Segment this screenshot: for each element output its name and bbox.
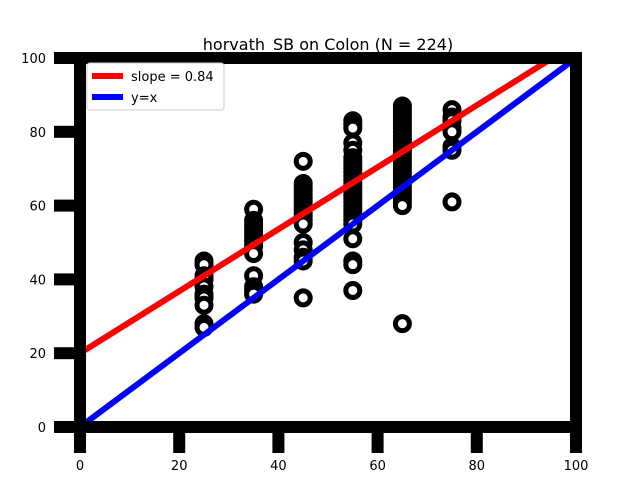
legend-label: y=x bbox=[131, 91, 158, 106]
line-identity bbox=[80, 58, 576, 427]
y-tick bbox=[54, 125, 74, 138]
scatter-point bbox=[442, 192, 462, 212]
y-tick-label: 0 bbox=[38, 421, 46, 436]
legend: slope = 0.84 y=x bbox=[86, 62, 225, 111]
y-tick-label: 60 bbox=[29, 200, 46, 215]
scatter-point bbox=[343, 229, 363, 249]
y-tick bbox=[54, 273, 74, 286]
scatter-point bbox=[392, 196, 412, 216]
right-spine bbox=[570, 52, 582, 433]
x-tick-label: 100 bbox=[564, 459, 589, 474]
x-tick bbox=[74, 433, 86, 453]
scatter-point bbox=[293, 151, 313, 171]
x-tick-label: 80 bbox=[469, 459, 486, 474]
scatter-point bbox=[343, 255, 363, 275]
legend-label: slope = 0.84 bbox=[131, 70, 214, 85]
scatter-point bbox=[343, 118, 363, 138]
left-spine bbox=[74, 52, 86, 433]
x-tick-label: 40 bbox=[270, 459, 287, 474]
x-tick bbox=[173, 433, 186, 453]
scatter-point bbox=[194, 295, 214, 315]
y-tick bbox=[54, 52, 74, 64]
y-tick-label: 40 bbox=[29, 273, 46, 288]
top-spine bbox=[54, 52, 582, 64]
y-tick-label: 100 bbox=[21, 52, 46, 67]
x-tick bbox=[371, 433, 384, 453]
bottom-spine bbox=[54, 421, 582, 433]
axes: 0 20 40 60 80 100 0 20 40 60 80 100 bbox=[21, 52, 588, 474]
x-tick-label: 0 bbox=[76, 459, 84, 474]
y-tick bbox=[54, 199, 74, 212]
x-tick bbox=[570, 433, 582, 453]
scatter-point bbox=[293, 288, 313, 308]
scatter-point bbox=[392, 314, 412, 334]
chart-title: horvath_SB on Colon (N = 224) bbox=[203, 35, 453, 55]
y-tick-label: 80 bbox=[29, 126, 46, 141]
plot-area bbox=[80, 58, 576, 427]
line-fit bbox=[80, 58, 559, 356]
x-tick-label: 20 bbox=[171, 459, 188, 474]
x-tick-label: 60 bbox=[369, 459, 386, 474]
y-tick-label: 20 bbox=[29, 347, 46, 362]
x-tick bbox=[272, 433, 285, 453]
y-tick bbox=[54, 421, 74, 433]
scatter-point bbox=[343, 280, 363, 300]
x-tick bbox=[470, 433, 483, 453]
y-tick bbox=[54, 347, 74, 360]
